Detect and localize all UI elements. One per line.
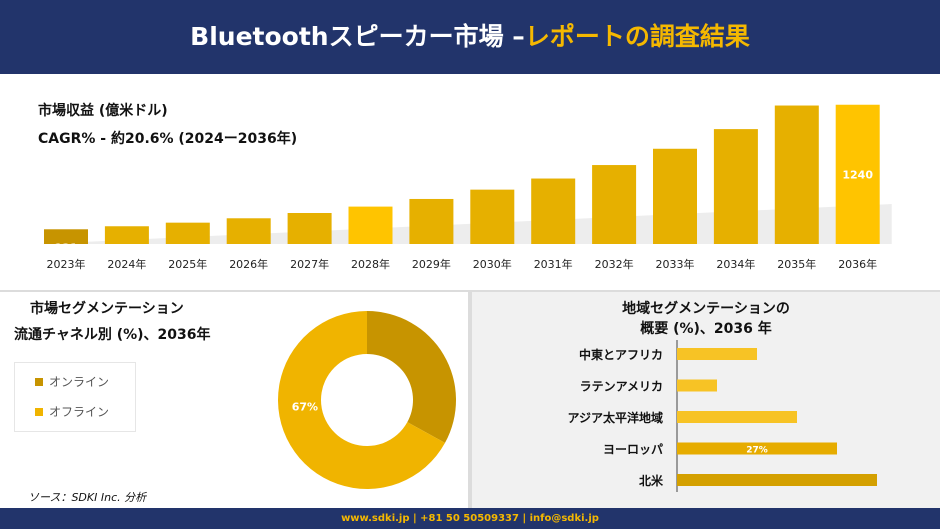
x-tick-label: 2023年 xyxy=(47,257,86,271)
legend-item-online: オンライン xyxy=(35,373,109,390)
vertical-divider xyxy=(468,292,472,508)
region-segment-subtitle: 概要 (%)、2036 年 xyxy=(640,321,772,337)
cagr-label: CAGR% - 約20.6% (2024ー2036年) xyxy=(38,131,298,147)
region-bar xyxy=(677,379,717,392)
region-segment-panel: 地域セグメンテーションの 概要 (%)、2036 年 中東とアフリカ ラテンアメリ… xyxy=(472,292,940,508)
x-tick-label: 2036年 xyxy=(838,257,877,271)
x-tick-label: 2032年 xyxy=(595,257,634,271)
revenue-chart: 2023年 131 2024年 2025年 2026年 2027年 2028年 2029年 20… xyxy=(0,74,940,288)
region-bar xyxy=(677,442,837,455)
region-label: ヨーロッパ xyxy=(603,443,663,457)
source-note: ソース：SDKI Inc. 分析 xyxy=(28,491,147,504)
x-tick-label: 2031年 xyxy=(534,257,573,271)
footer-bar: www.sdki.jp | +81 50 50509337 | info@sdk… xyxy=(0,508,940,529)
x-tick-label: 2029年 xyxy=(412,257,451,271)
region-bar xyxy=(677,474,877,486)
channel-segment-subtitle: 流通チャネル別 (%)、2036年 xyxy=(14,327,211,343)
x-tick-label: 2033年 xyxy=(656,257,695,271)
region-bar xyxy=(677,411,797,423)
x-tick-label: 2034年 xyxy=(716,257,755,271)
revenue-bar xyxy=(44,229,88,244)
donut-slice xyxy=(367,311,456,443)
x-tick-label: 2027年 xyxy=(290,257,329,271)
revenue-bar xyxy=(287,213,332,244)
x-tick-label: 2024年 xyxy=(107,257,146,271)
revenue-bar-chart: 2023年 131 2024年 2025年 2026年 2027年 2028年 2029年 20… xyxy=(40,104,892,271)
legend-item-offline: オフライン xyxy=(35,403,109,420)
donut-legend: オンライン オフライン xyxy=(14,362,136,432)
revenue-bar xyxy=(165,222,210,244)
donut-slice xyxy=(278,311,445,489)
channel-segment-title: 市場セグメンテーション xyxy=(30,301,184,317)
region-label: 中東とアフリカ xyxy=(579,347,663,362)
title-main: Bluetoothスピーカー市場 – xyxy=(190,22,525,51)
x-tick-label: 2026年 xyxy=(229,257,268,271)
header-banner: Bluetoothスピーカー市場 –レポートの調査結果 xyxy=(0,0,940,74)
revenue-bar xyxy=(348,206,393,244)
revenue-bar xyxy=(592,165,637,244)
revenue-bar xyxy=(531,178,576,244)
region-label: ラテンアメリカ xyxy=(580,380,663,394)
revenue-bar xyxy=(653,148,697,244)
region-bar xyxy=(677,348,757,360)
bar-data-label: 1240 xyxy=(842,169,873,182)
x-tick-label: 2035年 xyxy=(777,257,816,271)
region-segment-title: 地域セグメンテーションの xyxy=(622,301,790,317)
revenue-bar xyxy=(713,129,758,244)
x-tick-label: 2030年 xyxy=(473,257,512,271)
region-label: アジア太平洋地域 xyxy=(567,410,663,425)
legend-label-online: オンライン xyxy=(49,375,110,389)
donut-data-label: 67% xyxy=(292,400,318,413)
x-tick-label: 2025年 xyxy=(168,257,207,271)
legend-swatch-online xyxy=(35,378,43,386)
title-accent: レポートの調査結果 xyxy=(524,22,750,51)
horizontal-divider xyxy=(0,290,940,292)
x-tick-label: 2028年 xyxy=(351,257,390,271)
legend-swatch-offline xyxy=(35,408,43,416)
revenue-label: 市場収益 (億米ドル) xyxy=(38,103,168,119)
channel-segment-panel: 市場セグメンテーション 流通チャネル別 (%)、2036年 オンライン オフライ… xyxy=(0,292,468,508)
revenue-bar xyxy=(470,189,515,244)
revenue-bar xyxy=(226,218,271,244)
revenue-bar xyxy=(104,226,149,244)
revenue-bar xyxy=(409,198,454,244)
legend-label-offline: オフライン xyxy=(49,405,110,419)
region-label: 北米 xyxy=(639,473,664,488)
region-data-label: 27% xyxy=(746,446,768,456)
channel-donut-chart: 67% xyxy=(278,311,456,489)
revenue-bar xyxy=(774,105,819,244)
bar-data-label: 131 xyxy=(55,241,78,254)
revenue-bar xyxy=(835,104,880,244)
footer-contact: www.sdki.jp | +81 50 50509337 | info@sdk… xyxy=(341,513,599,524)
page-title: Bluetoothスピーカー市場 –レポートの調査結果 xyxy=(0,0,940,74)
